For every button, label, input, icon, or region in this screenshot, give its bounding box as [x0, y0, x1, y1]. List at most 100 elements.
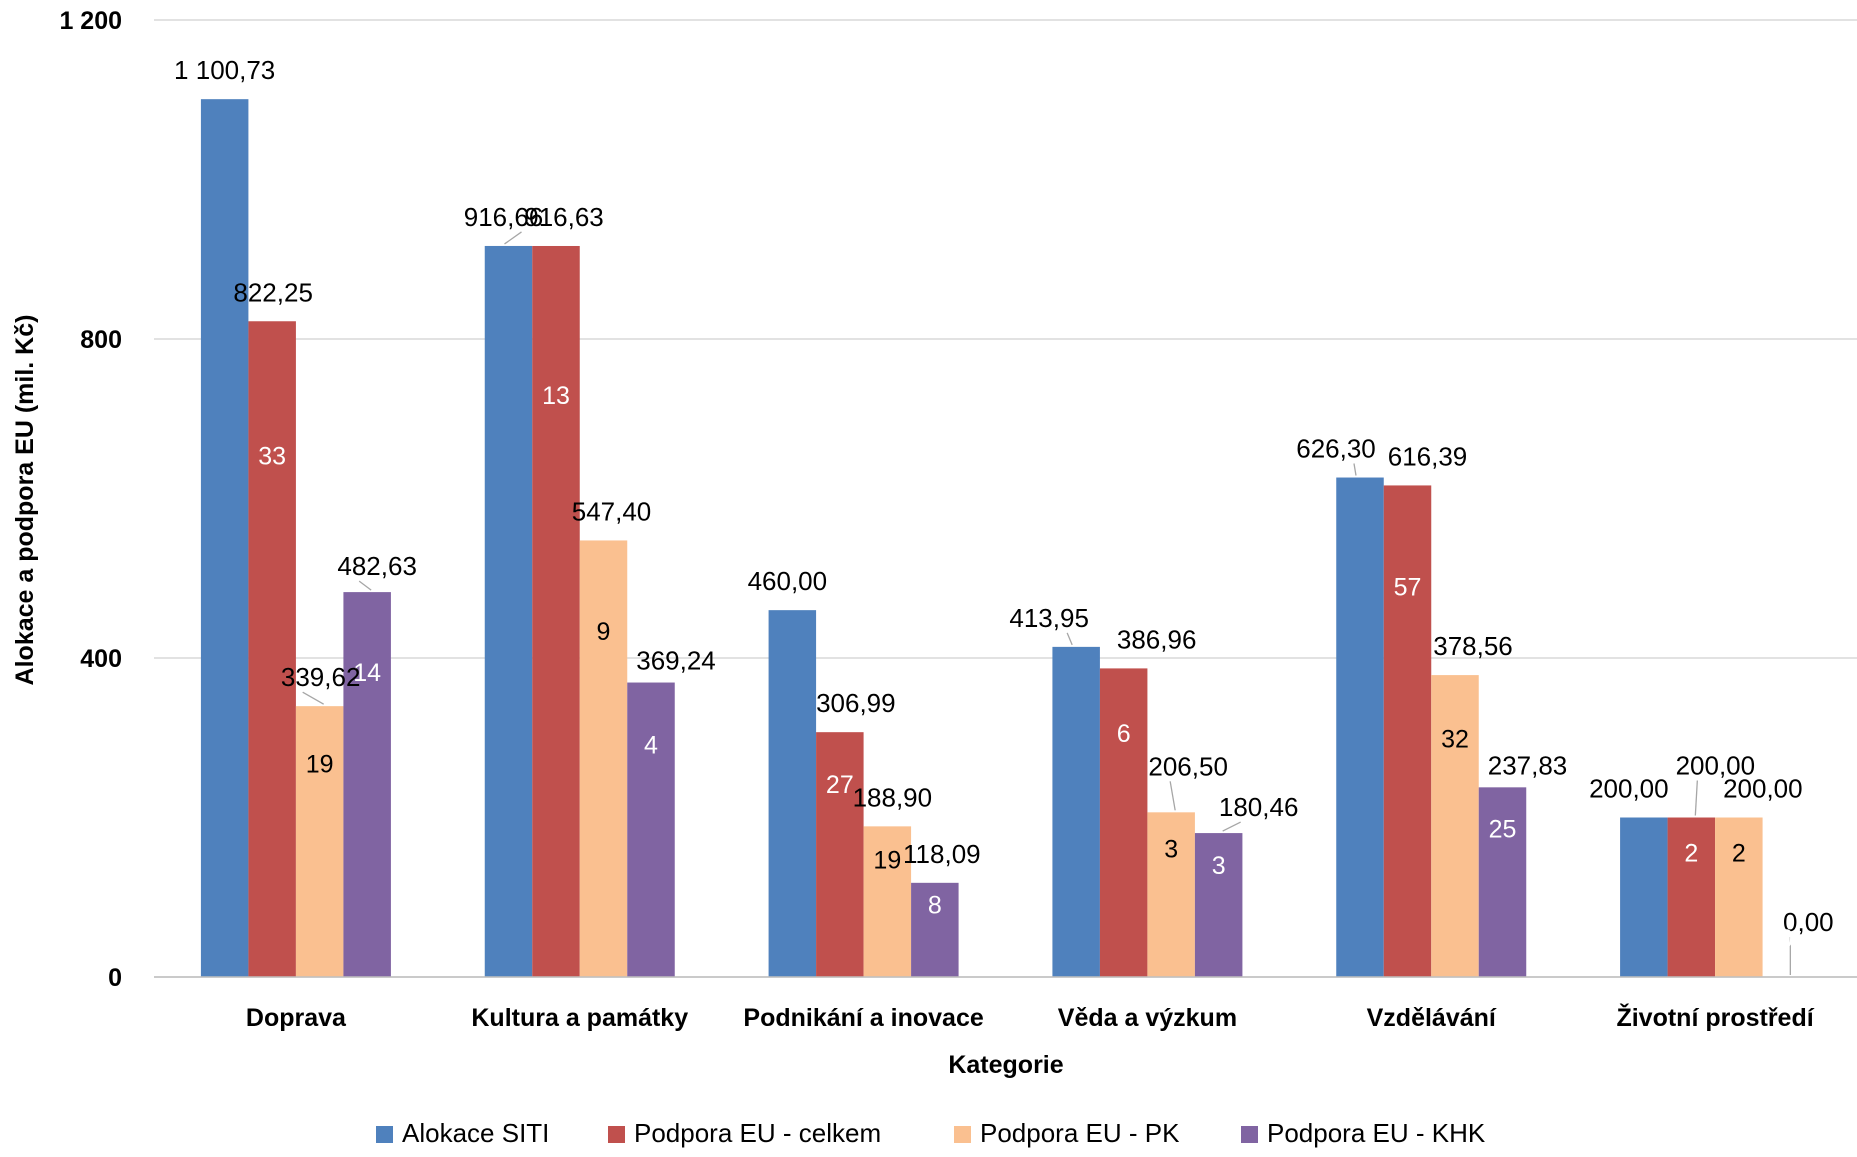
bar	[1620, 817, 1668, 977]
gridlines	[154, 19, 1857, 978]
data-label: 200,00	[1676, 751, 1756, 781]
category-label: Věda a výzkum	[1058, 1004, 1237, 1032]
legend: Alokace SITI Podpora EU - celkem Podpora E…	[376, 1118, 1486, 1148]
data-label: 616,39	[1388, 441, 1468, 471]
legend-label: Podpora EU - PK	[980, 1118, 1180, 1148]
data-label: 339,62	[281, 662, 361, 692]
bar	[532, 245, 580, 978]
data-label: 118,09	[903, 839, 981, 869]
leader-line	[1169, 781, 1176, 811]
category-label: Životní prostředí	[1616, 1002, 1814, 1032]
legend-swatch	[954, 1126, 971, 1143]
leader-line	[504, 231, 522, 245]
count-label: 8	[928, 892, 942, 920]
category-label: Podnikání a inovace	[743, 1004, 983, 1032]
data-label: 1 100,73	[174, 55, 275, 85]
count-label: 3	[1164, 835, 1178, 863]
legend-label: Alokace SITI	[402, 1118, 549, 1148]
data-label: 626,30	[1296, 434, 1376, 464]
count-label: 19	[306, 750, 334, 778]
data-label: 0,00	[1783, 907, 1834, 937]
data-labels: 1 100,73822,2533339,6219482,6314916,6691…	[174, 55, 1834, 953]
bar	[1715, 817, 1763, 977]
category-label: Vzdělávání	[1367, 1004, 1497, 1032]
bar	[200, 99, 249, 977]
legend-label: Podpora EU - KHK	[1267, 1118, 1486, 1148]
bar	[1431, 675, 1479, 977]
data-label: 547,40	[572, 496, 652, 526]
count-label: 3	[1212, 852, 1226, 880]
y-tick-label: 400	[80, 645, 122, 673]
count-label: 6	[1117, 720, 1131, 748]
y-axis: 0 400 800 1 200	[59, 7, 122, 992]
count-label: 9	[597, 618, 611, 646]
bar	[1099, 668, 1148, 977]
bar	[484, 245, 533, 978]
count-label: 13	[542, 382, 570, 410]
bar	[1667, 817, 1716, 977]
y-tick-label: 800	[80, 326, 122, 354]
count-label: 14	[353, 659, 381, 687]
data-label: 306,99	[816, 688, 896, 718]
data-label: 482,63	[337, 551, 417, 581]
bar	[1478, 787, 1527, 977]
bar	[863, 826, 912, 977]
bar	[1147, 812, 1195, 977]
leader-line	[302, 691, 324, 705]
data-label: 237,83	[1488, 750, 1568, 780]
category-label: Doprava	[246, 1004, 347, 1032]
legend-swatch	[608, 1126, 625, 1143]
bar	[816, 732, 864, 977]
count-label: 33	[258, 442, 286, 470]
count-label: 2	[1684, 839, 1698, 867]
data-label: 822,25	[233, 277, 313, 307]
data-label: 378,56	[1433, 631, 1513, 661]
x-axis: Doprava Kultura a památky Podnikání a inov…	[154, 976, 1857, 1032]
bars	[200, 99, 1763, 978]
data-label: 386,96	[1117, 624, 1197, 654]
x-axis-title: Kategorie	[948, 1051, 1063, 1079]
data-label: 200,00	[1723, 774, 1803, 804]
count-label: 2	[1732, 839, 1746, 867]
count-label: 57	[1394, 574, 1422, 602]
legend-swatch	[1241, 1126, 1258, 1143]
bar	[1383, 485, 1432, 977]
y-tick-label: 1 200	[59, 7, 122, 35]
leader-line	[358, 580, 372, 591]
bar	[768, 610, 817, 977]
y-tick-label: 0	[108, 964, 122, 992]
leader-line	[1066, 632, 1073, 646]
data-label: 460,00	[748, 566, 828, 596]
leader-lines	[302, 231, 1791, 975]
y-axis-title: Alokace a podpora EU (mil. Kč)	[11, 315, 39, 686]
bar	[911, 882, 959, 977]
count-label: 19	[873, 846, 901, 874]
legend-label: Podpora EU - celkem	[634, 1118, 881, 1148]
data-label: 188,90	[853, 782, 933, 812]
data-label: 916,66	[464, 202, 544, 232]
data-label: 206,50	[1148, 751, 1228, 781]
count-label: 0	[1779, 925, 1793, 953]
data-label: 180,46	[1219, 792, 1299, 822]
data-label: 916,63	[524, 202, 604, 232]
data-label: 369,24	[636, 646, 716, 676]
bar	[1194, 833, 1243, 977]
bar	[1052, 646, 1100, 977]
count-label: 25	[1489, 815, 1517, 843]
bar	[343, 592, 391, 977]
count-label: 4	[644, 731, 658, 759]
bar	[1336, 477, 1384, 977]
count-label: 27	[826, 771, 854, 799]
bar	[579, 540, 628, 977]
count-label: 32	[1441, 725, 1469, 753]
data-label: 413,95	[1009, 603, 1089, 633]
leader-line	[1694, 780, 1698, 816]
bar	[627, 682, 675, 977]
legend-swatch	[376, 1126, 393, 1143]
data-label: 200,00	[1589, 774, 1669, 804]
leader-line	[1353, 463, 1357, 476]
leader-line	[1222, 821, 1241, 832]
bar	[295, 706, 344, 977]
category-label: Kultura a památky	[471, 1004, 688, 1032]
